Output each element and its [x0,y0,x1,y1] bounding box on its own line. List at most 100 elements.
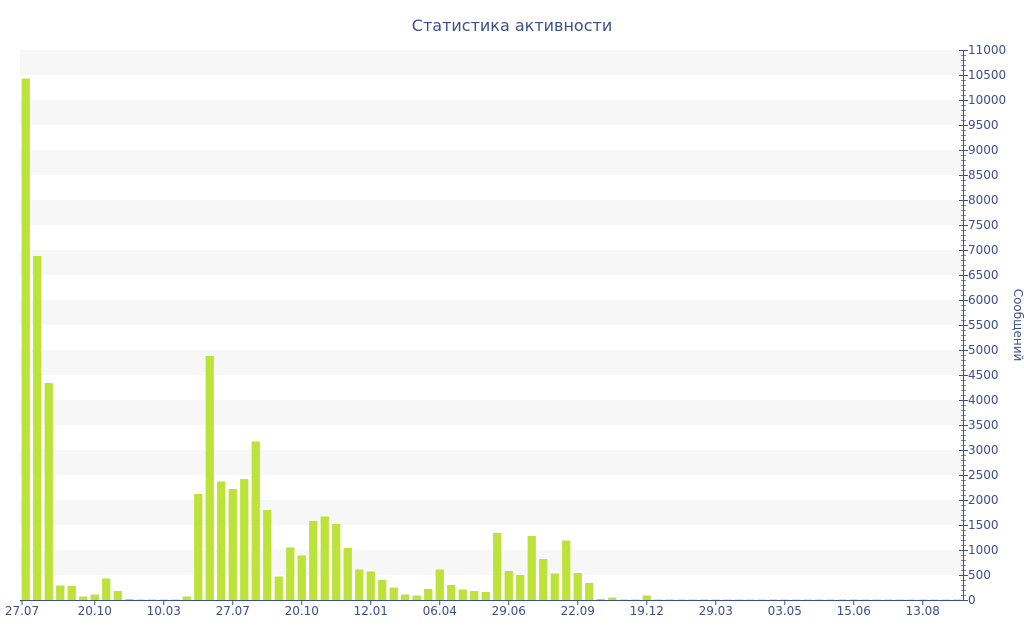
bar [228,489,237,600]
y-tick-label: 4000 [968,393,999,407]
bar [654,599,663,601]
x-tick-label: 12.01 [354,604,388,618]
bar [596,599,605,600]
bar [631,599,640,601]
y-tick-label: 11000 [968,43,1006,57]
bar [757,599,766,601]
bar [274,576,283,600]
bar [872,599,881,601]
bar [21,78,30,600]
bar [125,599,134,600]
bar [424,589,433,600]
x-tick-label: 29.06 [492,604,526,618]
bars-group [21,78,962,601]
bar [539,559,548,600]
bar [240,479,249,600]
y-tick-label: 5500 [968,318,999,332]
bar [458,589,467,600]
x-tick-label: 13.08 [906,604,940,618]
y-tick-label: 3500 [968,418,999,432]
x-ticks: 27.07 20.10 10.03 27.07 20.10 12.01 06.04 29.06… [5,600,940,618]
bar [136,599,145,601]
bar [803,599,812,601]
y-tick-label: 2000 [968,493,999,507]
y-tick-label: 1500 [968,518,999,532]
bar [527,536,536,600]
bar [263,510,272,600]
y-tick-label: 8500 [968,168,999,182]
y-tick-label: 7000 [968,243,999,257]
bar [918,599,927,601]
grid-band [20,250,963,275]
bar [217,481,226,600]
bar [447,585,456,600]
y-tick-label: 0 [968,593,976,607]
bar [746,599,755,601]
grid-band [20,450,963,475]
bar [389,587,398,600]
y-tick-label: 3000 [968,443,999,457]
bar [251,441,260,600]
bar [884,599,893,601]
x-tick-label: 06.04 [423,604,457,618]
y-tick-label: 5000 [968,343,999,357]
bar [516,575,525,600]
bar [320,516,329,600]
bar [585,583,594,600]
bar [194,494,203,600]
bar [550,573,559,600]
grid-band [20,500,963,525]
grid-band [20,50,963,75]
bar [953,599,962,601]
bar [861,599,870,601]
bar [838,599,847,601]
bar [148,599,157,601]
bar [297,555,306,600]
x-tick-label: 22.09 [561,604,595,618]
x-tick-label: 10.03 [147,604,181,618]
y-tick-label: 6500 [968,268,999,282]
bar [102,578,111,600]
bar [941,599,950,601]
y-tick-label: 8000 [968,193,999,207]
x-tick-label: 03.05 [768,604,802,618]
y-tick-label: 500 [968,568,991,582]
bar [769,599,778,601]
bar [504,571,513,600]
bar [723,599,732,601]
bar [907,599,916,601]
bar [849,599,858,601]
chart-title: Статистика активности [412,16,612,35]
x-tick-label: 29.03 [699,604,733,618]
bar [562,540,571,600]
bar [355,569,364,600]
grid-band [20,550,963,575]
x-tick-label: 20.10 [285,604,319,618]
bar [286,547,295,600]
bar [412,595,421,600]
grid-band [20,150,963,175]
bar [573,573,582,600]
bar [619,599,628,601]
bar [33,256,42,600]
grid-bands [20,50,963,575]
grid-band [20,200,963,225]
y-tick-label: 1000 [968,543,999,557]
grid-band [20,400,963,425]
bar [366,571,375,600]
bar [56,585,65,600]
y-tick-label: 2500 [968,468,999,482]
bar [895,599,904,601]
grid-band [20,350,963,375]
bar [677,599,686,601]
x-tick-label: 27.07 [5,604,39,618]
bar [90,594,99,600]
bar [113,591,122,600]
bar [826,599,835,601]
bar [79,596,88,600]
bar [792,599,801,601]
grid-band [20,300,963,325]
y-tick-label: 7500 [968,218,999,232]
bar [435,569,444,600]
